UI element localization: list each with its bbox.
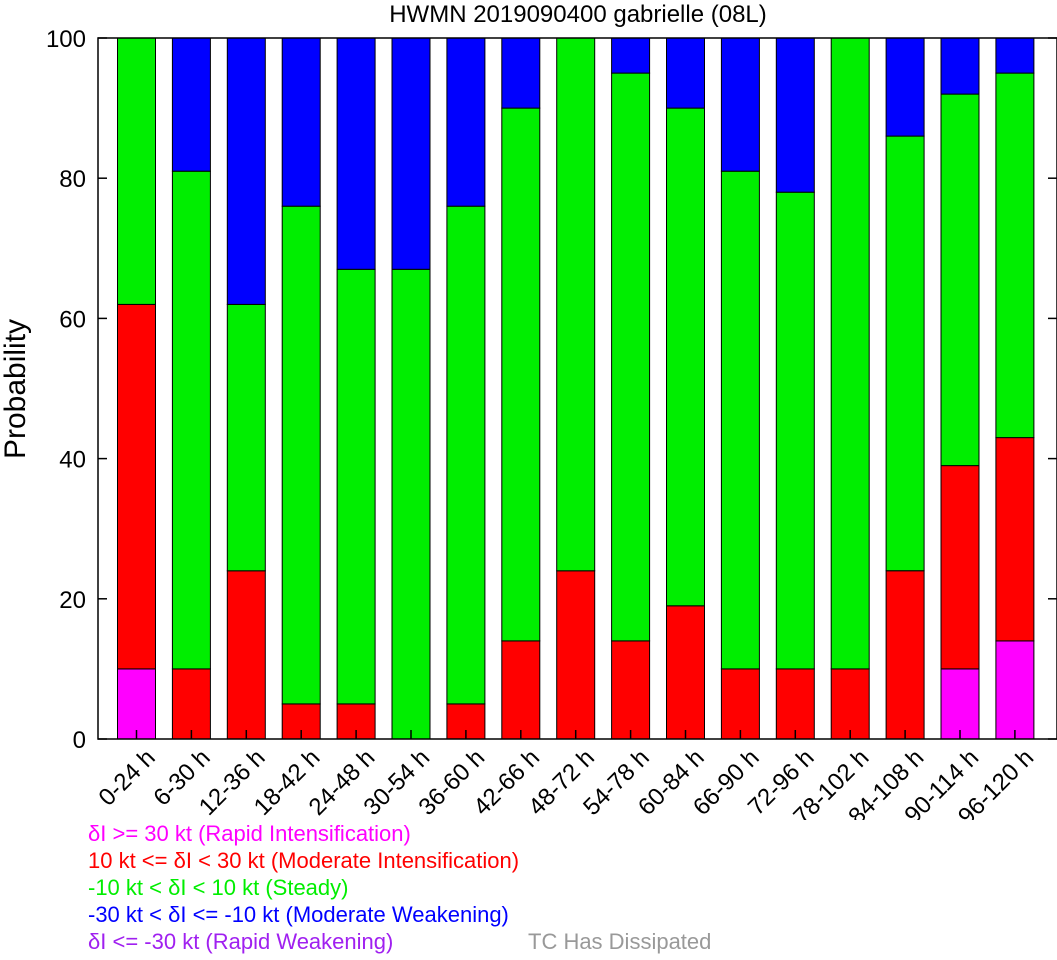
y-axis: 0 20 40 60 80 100 bbox=[46, 26, 1057, 754]
bar-segment-steady-6 bbox=[391, 268, 431, 740]
bar-segment-steady-13 bbox=[775, 191, 815, 670]
legend-steady: -10 kt < δI < 10 kt (Steady) bbox=[88, 875, 349, 900]
bar-segment-moderate-intensification-3 bbox=[226, 570, 266, 740]
x-axis: 0-24 h6-30 h12-36 h18-42 h24-48 h30-54 h… bbox=[94, 730, 1039, 820]
legend-dissipated: TC Has Dissipated bbox=[528, 929, 712, 954]
bar-segment-moderate-intensification-17 bbox=[995, 437, 1035, 642]
bar-segment-moderate-weakening-15 bbox=[885, 37, 925, 137]
bar-segment-rapid-intensification-16 bbox=[940, 668, 980, 740]
y-axis-label: Probability bbox=[0, 319, 32, 459]
bar-segment-moderate-weakening-16 bbox=[940, 37, 980, 95]
y-tick-label-40: 40 bbox=[59, 447, 86, 474]
bar-segment-steady-17 bbox=[995, 72, 1035, 439]
bar-segment-moderate-weakening-7 bbox=[446, 37, 486, 207]
bar-segment-steady-3 bbox=[226, 303, 266, 572]
bar-segment-moderate-intensification-13 bbox=[775, 668, 815, 740]
bar-segment-moderate-weakening-8 bbox=[501, 37, 541, 109]
bar-segment-steady-2 bbox=[171, 170, 211, 670]
chart-title: HWMN 2019090400 gabrielle (08L) bbox=[389, 1, 767, 28]
bar-segment-moderate-intensification-14 bbox=[830, 668, 870, 740]
bar-segment-steady-4 bbox=[281, 205, 321, 705]
bar-segment-moderate-intensification-16 bbox=[940, 465, 980, 670]
probability-chart: HWMN 2019090400 gabrielle (08L) Probabil… bbox=[0, 1, 1057, 820]
y-tick-label-0: 0 bbox=[73, 727, 86, 754]
bar-segment-moderate-weakening-17 bbox=[995, 37, 1035, 74]
legend-rapid-weakening: δI <= -30 kt (Rapid Weakening) bbox=[88, 929, 394, 954]
bar-segment-moderate-weakening-10 bbox=[611, 37, 651, 74]
bar-segment-steady-9 bbox=[556, 37, 596, 572]
bar-segment-moderate-intensification-11 bbox=[666, 605, 705, 740]
legend-rapid-intensification: δI >= 30 kt (Rapid Intensification) bbox=[88, 821, 411, 846]
bar-segment-steady-16 bbox=[940, 93, 980, 467]
bar-segment-moderate-intensification-15 bbox=[885, 570, 925, 740]
bar-segment-moderate-weakening-13 bbox=[775, 37, 815, 193]
bar-segment-steady-10 bbox=[611, 72, 651, 642]
y-tick-label-20: 20 bbox=[59, 587, 86, 614]
bar-segment-moderate-weakening-4 bbox=[281, 37, 321, 207]
bar-segment-steady-14 bbox=[830, 37, 870, 670]
bar-segment-moderate-intensification-12 bbox=[720, 668, 760, 740]
bar-segment-steady-7 bbox=[446, 205, 486, 705]
y-tick-label-100: 100 bbox=[46, 26, 86, 53]
bar-segment-moderate-intensification-1 bbox=[117, 303, 156, 670]
y-tick-label-60: 60 bbox=[59, 306, 86, 333]
legend-moderate-weakening: -30 kt < δI <= -10 kt (Moderate Weakenin… bbox=[88, 902, 509, 927]
bar-segment-moderate-weakening-3 bbox=[226, 37, 266, 305]
bar-segment-moderate-intensification-10 bbox=[611, 640, 651, 740]
y-tick-label-80: 80 bbox=[59, 166, 86, 193]
bar-segment-moderate-intensification-2 bbox=[171, 668, 211, 740]
bar-segment-steady-11 bbox=[666, 107, 705, 607]
bars-layer bbox=[117, 37, 1035, 740]
legend-moderate-intensification: 10 kt <= δI < 30 kt (Moderate Intensific… bbox=[88, 848, 520, 873]
bar-segment-steady-15 bbox=[885, 135, 925, 572]
bar-segment-rapid-intensification-17 bbox=[995, 640, 1035, 740]
legend: δI >= 30 kt (Rapid Intensification) 10 k… bbox=[88, 820, 519, 955]
bar-segment-moderate-weakening-5 bbox=[336, 37, 376, 270]
bar-segment-steady-1 bbox=[117, 37, 156, 305]
bar-segment-moderate-intensification-9 bbox=[556, 570, 596, 740]
bar-segment-moderate-weakening-11 bbox=[666, 37, 705, 109]
bar-segment-moderate-weakening-6 bbox=[391, 37, 431, 270]
bar-segment-steady-8 bbox=[501, 107, 541, 642]
bar-segment-moderate-weakening-2 bbox=[171, 37, 211, 172]
plot-frame bbox=[97, 37, 1057, 740]
bar-segment-rapid-intensification-1 bbox=[117, 668, 156, 740]
bar-segment-steady-5 bbox=[336, 268, 376, 705]
x-tick-label-1: 0-24 h bbox=[94, 744, 161, 811]
bar-segment-moderate-weakening-12 bbox=[720, 37, 760, 172]
bar-segment-moderate-intensification-8 bbox=[501, 640, 541, 740]
bar-segment-steady-12 bbox=[720, 170, 760, 670]
